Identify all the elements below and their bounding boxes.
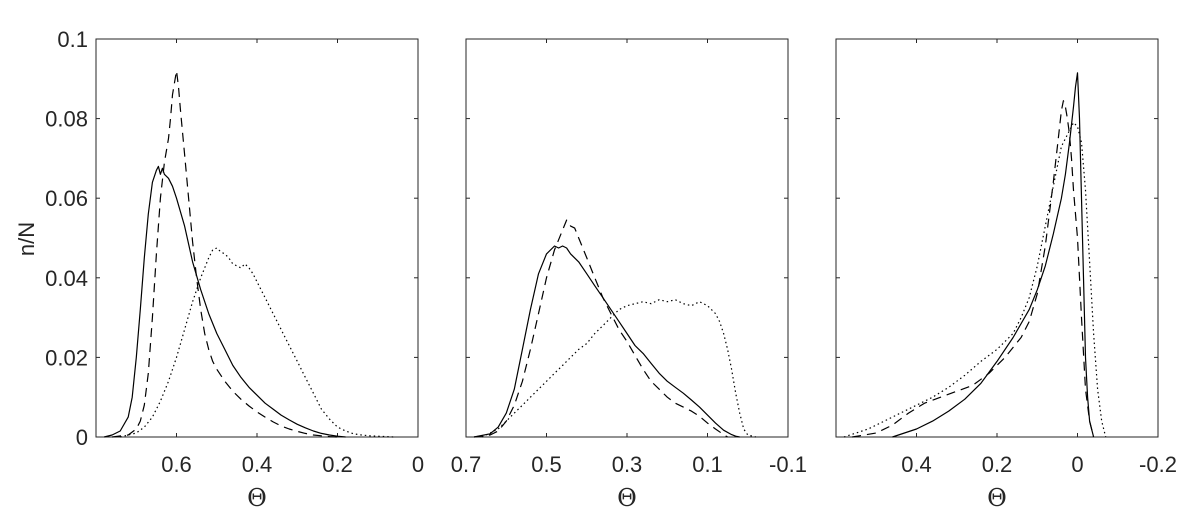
y-tick-label: 0.08	[45, 107, 88, 132]
x-tick-label: 0.4	[242, 452, 273, 477]
x-tick-label: 0.6	[161, 452, 192, 477]
x-tick-label: 0.3	[612, 452, 643, 477]
panel-2: 0.7 0.5 0.3 0.1 -0.1 Θ	[451, 38, 807, 512]
x-tick-label: -0.1	[769, 452, 807, 477]
y-tick-label: 0.02	[45, 345, 88, 370]
series-line-solid	[473, 245, 740, 438]
x-axis-label: Θ	[247, 484, 267, 512]
axes-frame	[95, 38, 419, 438]
series-line-solid	[892, 72, 1095, 438]
y-tick-label: 0	[76, 425, 88, 450]
series-line-solid	[103, 165, 346, 438]
series-line-dashed	[112, 70, 338, 438]
y-axis-label: n/N	[14, 222, 39, 256]
series-line-dashed	[473, 219, 728, 438]
x-tick-label: 0	[1071, 452, 1083, 477]
x-tick-label: 0.7	[451, 452, 482, 477]
series-line-dashed	[852, 100, 1095, 438]
y-tick-label: 0.04	[45, 266, 88, 291]
axes-frame	[835, 38, 1159, 438]
series-line-dotted	[481, 299, 756, 438]
axes-frame	[465, 38, 789, 438]
x-tick-label: -0.2	[1139, 452, 1177, 477]
x-tick-label: 0.2	[982, 452, 1013, 477]
x-tick-label: 0	[412, 452, 424, 477]
x-tick-label: 0.5	[531, 452, 562, 477]
x-axis-label: Θ	[617, 484, 637, 512]
panel-3: 0.4 0.2 0 -0.2 Θ	[835, 38, 1177, 512]
series-line-dotted	[120, 247, 394, 438]
y-tick-label: 0.06	[45, 186, 88, 211]
x-tick-label: 0.2	[322, 452, 353, 477]
x-tick-label: 0.4	[901, 452, 932, 477]
panel-1: 0.6 0.4 0.2 0 0 0.02 0.04 0.06 0.08 0.1 Θ	[45, 27, 424, 512]
x-axis-label: Θ	[987, 484, 1007, 512]
y-tick-label: 0.1	[57, 27, 88, 52]
x-tick-label: 0.1	[692, 452, 723, 477]
